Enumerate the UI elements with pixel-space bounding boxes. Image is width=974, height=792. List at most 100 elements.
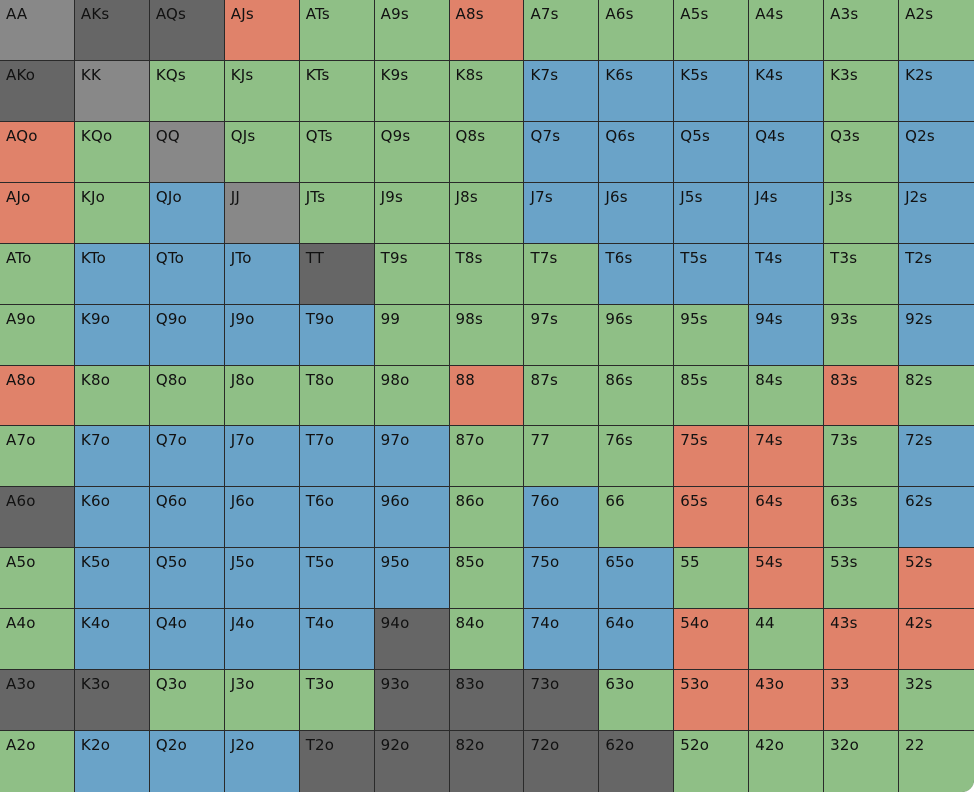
hand-cell-Q3o[interactable]: Q3o	[149, 670, 225, 732]
hand-cell-J5o[interactable]: J5o	[224, 548, 300, 610]
hand-cell-T6s[interactable]: T6s	[599, 243, 675, 305]
hand-cell-92o[interactable]: 92o	[374, 731, 450, 792]
hand-cell-98o[interactable]: 98o	[374, 365, 450, 427]
hand-cell-85o[interactable]: 85o	[449, 548, 525, 610]
hand-cell-K6o[interactable]: K6o	[74, 487, 150, 549]
hand-cell-94s[interactable]: 94s	[749, 304, 825, 366]
hand-cell-A6o[interactable]: A6o	[0, 487, 75, 549]
hand-cell-T5s[interactable]: T5s	[674, 243, 750, 305]
hand-cell-62s[interactable]: 62s	[899, 487, 974, 549]
hand-cell-T2s[interactable]: T2s	[899, 243, 974, 305]
hand-cell-KTs[interactable]: KTs	[299, 60, 375, 122]
hand-cell-84s[interactable]: 84s	[749, 365, 825, 427]
hand-cell-QTs[interactable]: QTs	[299, 121, 375, 183]
hand-cell-63o[interactable]: 63o	[599, 670, 675, 732]
hand-cell-AQo[interactable]: AQo	[0, 121, 75, 183]
hand-cell-A8o[interactable]: A8o	[0, 365, 75, 427]
hand-cell-97o[interactable]: 97o	[374, 426, 450, 488]
hand-cell-T7s[interactable]: T7s	[524, 243, 600, 305]
hand-cell-65o[interactable]: 65o	[599, 548, 675, 610]
hand-cell-84o[interactable]: 84o	[449, 609, 525, 671]
hand-cell-52o[interactable]: 52o	[674, 731, 750, 792]
hand-cell-72s[interactable]: 72s	[899, 426, 974, 488]
hand-cell-74s[interactable]: 74s	[749, 426, 825, 488]
hand-cell-KTo[interactable]: KTo	[74, 243, 150, 305]
hand-cell-Q6o[interactable]: Q6o	[149, 487, 225, 549]
hand-cell-AQs[interactable]: AQs	[149, 0, 225, 61]
hand-cell-K8s[interactable]: K8s	[449, 60, 525, 122]
hand-cell-Q5o[interactable]: Q5o	[149, 548, 225, 610]
hand-cell-63s[interactable]: 63s	[824, 487, 900, 549]
hand-cell-94o[interactable]: 94o	[374, 609, 450, 671]
hand-cell-K7s[interactable]: K7s	[524, 60, 600, 122]
hand-cell-T9s[interactable]: T9s	[374, 243, 450, 305]
hand-cell-T5o[interactable]: T5o	[299, 548, 375, 610]
hand-cell-72o[interactable]: 72o	[524, 731, 600, 792]
hand-cell-76o[interactable]: 76o	[524, 487, 600, 549]
hand-cell-62o[interactable]: 62o	[599, 731, 675, 792]
hand-cell-43o[interactable]: 43o	[749, 670, 825, 732]
hand-cell-K7o[interactable]: K7o	[74, 426, 150, 488]
hand-cell-J9o[interactable]: J9o	[224, 304, 300, 366]
hand-cell-J2s[interactable]: J2s	[899, 182, 974, 244]
hand-cell-K9o[interactable]: K9o	[74, 304, 150, 366]
hand-cell-93o[interactable]: 93o	[374, 670, 450, 732]
hand-cell-82s[interactable]: 82s	[899, 365, 974, 427]
hand-cell-Q7o[interactable]: Q7o	[149, 426, 225, 488]
hand-cell-J7o[interactable]: J7o	[224, 426, 300, 488]
hand-cell-K5s[interactable]: K5s	[674, 60, 750, 122]
hand-cell-99[interactable]: 99	[374, 304, 450, 366]
hand-cell-A5s[interactable]: A5s	[674, 0, 750, 61]
hand-cell-64o[interactable]: 64o	[599, 609, 675, 671]
hand-cell-JTs[interactable]: JTs	[299, 182, 375, 244]
hand-cell-54o[interactable]: 54o	[674, 609, 750, 671]
hand-cell-Q2s[interactable]: Q2s	[899, 121, 974, 183]
hand-cell-J7s[interactable]: J7s	[524, 182, 600, 244]
hand-cell-A8s[interactable]: A8s	[449, 0, 525, 61]
hand-cell-T3s[interactable]: T3s	[824, 243, 900, 305]
hand-cell-53s[interactable]: 53s	[824, 548, 900, 610]
hand-cell-T2o[interactable]: T2o	[299, 731, 375, 792]
hand-cell-Q8o[interactable]: Q8o	[149, 365, 225, 427]
hand-cell-64s[interactable]: 64s	[749, 487, 825, 549]
hand-cell-44[interactable]: 44	[749, 609, 825, 671]
hand-cell-AKs[interactable]: AKs	[74, 0, 150, 61]
hand-cell-ATs[interactable]: ATs	[299, 0, 375, 61]
hand-cell-43s[interactable]: 43s	[824, 609, 900, 671]
hand-cell-76s[interactable]: 76s	[599, 426, 675, 488]
hand-cell-J2o[interactable]: J2o	[224, 731, 300, 792]
hand-cell-J6s[interactable]: J6s	[599, 182, 675, 244]
hand-cell-AJs[interactable]: AJs	[224, 0, 300, 61]
hand-cell-Q9o[interactable]: Q9o	[149, 304, 225, 366]
hand-cell-T4s[interactable]: T4s	[749, 243, 825, 305]
hand-cell-A6s[interactable]: A6s	[599, 0, 675, 61]
hand-cell-A7s[interactable]: A7s	[524, 0, 600, 61]
hand-cell-87s[interactable]: 87s	[524, 365, 600, 427]
hand-cell-42s[interactable]: 42s	[899, 609, 974, 671]
hand-cell-73s[interactable]: 73s	[824, 426, 900, 488]
hand-cell-K2o[interactable]: K2o	[74, 731, 150, 792]
hand-cell-A5o[interactable]: A5o	[0, 548, 75, 610]
hand-cell-T8o[interactable]: T8o	[299, 365, 375, 427]
hand-cell-Q4o[interactable]: Q4o	[149, 609, 225, 671]
hand-cell-T7o[interactable]: T7o	[299, 426, 375, 488]
hand-cell-J8o[interactable]: J8o	[224, 365, 300, 427]
hand-cell-42o[interactable]: 42o	[749, 731, 825, 792]
hand-cell-KQo[interactable]: KQo	[74, 121, 150, 183]
hand-cell-KK[interactable]: KK	[74, 60, 150, 122]
hand-cell-K4s[interactable]: K4s	[749, 60, 825, 122]
hand-cell-J3s[interactable]: J3s	[824, 182, 900, 244]
hand-cell-88[interactable]: 88	[449, 365, 525, 427]
hand-cell-A4o[interactable]: A4o	[0, 609, 75, 671]
hand-cell-55[interactable]: 55	[674, 548, 750, 610]
hand-cell-J9s[interactable]: J9s	[374, 182, 450, 244]
hand-cell-86o[interactable]: 86o	[449, 487, 525, 549]
hand-cell-75o[interactable]: 75o	[524, 548, 600, 610]
hand-cell-K4o[interactable]: K4o	[74, 609, 150, 671]
hand-cell-A9o[interactable]: A9o	[0, 304, 75, 366]
hand-cell-J3o[interactable]: J3o	[224, 670, 300, 732]
hand-cell-A9s[interactable]: A9s	[374, 0, 450, 61]
hand-cell-J8s[interactable]: J8s	[449, 182, 525, 244]
hand-cell-73o[interactable]: 73o	[524, 670, 600, 732]
hand-cell-T9o[interactable]: T9o	[299, 304, 375, 366]
